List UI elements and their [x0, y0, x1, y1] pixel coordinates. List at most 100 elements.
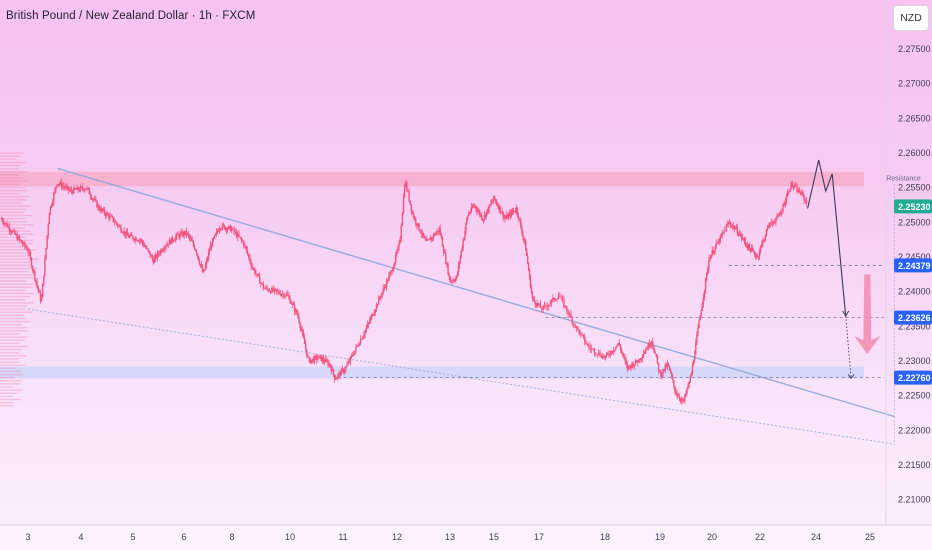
candle-body	[348, 361, 350, 363]
symbol-title[interactable]: British Pound / New Zealand Dollar · 1h …	[6, 10, 256, 22]
candle-body	[339, 372, 341, 376]
x-tick-label: 19	[655, 532, 665, 542]
candle-body	[122, 232, 124, 234]
candle-body	[430, 237, 433, 241]
candle-body	[423, 236, 426, 239]
candle-body	[590, 348, 593, 350]
candle-body	[529, 276, 532, 288]
candle-body	[691, 364, 694, 374]
candle-body	[401, 212, 404, 226]
candle-body	[113, 221, 116, 223]
candle-body	[764, 235, 767, 241]
candle-body	[199, 263, 202, 266]
candle-body	[249, 257, 251, 262]
candle-body	[456, 272, 459, 276]
candle-body	[468, 212, 471, 214]
candle-body	[217, 231, 220, 232]
candle-body	[725, 225, 727, 231]
candle-body	[741, 238, 744, 239]
candle-body	[700, 310, 702, 316]
candle-body	[130, 234, 132, 237]
volume-profile-bar	[0, 183, 19, 185]
candle-body	[530, 287, 533, 293]
candle-body	[519, 218, 521, 223]
candle-body	[106, 213, 108, 216]
candle-body	[448, 274, 450, 277]
candle-body	[384, 287, 387, 289]
candle-body	[762, 240, 764, 244]
candle-body	[149, 251, 151, 257]
volume-profile-bar	[0, 395, 13, 398]
candle-body	[376, 304, 379, 306]
candle-body	[171, 237, 174, 241]
candle-body	[38, 290, 41, 293]
volume-profile-bar	[0, 205, 32, 207]
candle-body	[715, 243, 717, 247]
candle-body	[599, 352, 601, 357]
candle-body	[500, 212, 502, 213]
candle-body	[380, 296, 382, 298]
volume-profile-bar	[0, 342, 20, 345]
price-tag-label-poi-upper: 2.24379	[898, 261, 931, 271]
candle-body	[391, 270, 394, 272]
candle-body	[457, 265, 460, 273]
candle-body	[248, 253, 250, 258]
x-tick-label: 6	[181, 532, 186, 542]
candle-body	[459, 256, 462, 263]
candle-body	[668, 365, 671, 371]
candle-body	[181, 232, 183, 237]
candle-body	[203, 269, 206, 271]
candle-body	[393, 262, 396, 268]
y-tick-label: 2.26000	[898, 148, 931, 158]
candle-body	[336, 377, 338, 380]
candle-body	[617, 343, 619, 346]
candle-body	[322, 358, 325, 362]
candle-body	[663, 369, 665, 371]
candle-body	[666, 363, 669, 368]
candle-body	[659, 370, 661, 373]
candle-body	[78, 190, 81, 191]
candle-body	[687, 383, 689, 389]
candle-body	[226, 228, 229, 231]
candle-body	[206, 258, 209, 261]
candle-body	[255, 273, 257, 275]
candle-body	[138, 239, 141, 242]
volume-profile-bar	[0, 339, 26, 341]
candle-body	[343, 370, 346, 373]
candle-body	[120, 226, 122, 232]
candle-body	[652, 341, 654, 347]
candle-body	[490, 202, 492, 205]
currency-button[interactable]: NZD	[893, 5, 929, 31]
candle-body	[738, 234, 741, 236]
candle-body	[6, 223, 8, 227]
candle-body	[347, 361, 349, 365]
candle-body	[657, 362, 660, 371]
candle-body	[518, 218, 520, 220]
candle-body	[79, 186, 82, 191]
candle-body	[318, 355, 320, 359]
candle-body	[475, 206, 477, 210]
x-tick-label: 11	[338, 532, 347, 542]
candle-body	[135, 238, 137, 241]
candle-body	[473, 205, 475, 207]
candle-body	[676, 394, 678, 396]
candle-body	[271, 288, 273, 293]
candle-body	[560, 296, 562, 298]
candle-body	[57, 184, 59, 185]
volume-profile-bar	[0, 289, 26, 292]
candle-body	[698, 320, 700, 328]
candle-body	[514, 211, 517, 213]
candle-body	[508, 214, 510, 219]
candle-body	[750, 247, 753, 252]
candle-body	[480, 214, 482, 216]
candle-body	[737, 233, 740, 236]
candle-body	[632, 363, 634, 367]
candle-body	[789, 189, 791, 192]
price-tag-poi-lower	[894, 310, 932, 325]
price-tag-label-poi-lower: 2.23626	[898, 313, 931, 323]
candle-body	[775, 218, 777, 223]
volume-profile-bar	[0, 174, 19, 176]
candle-body	[228, 226, 231, 227]
candle-body	[553, 297, 555, 301]
